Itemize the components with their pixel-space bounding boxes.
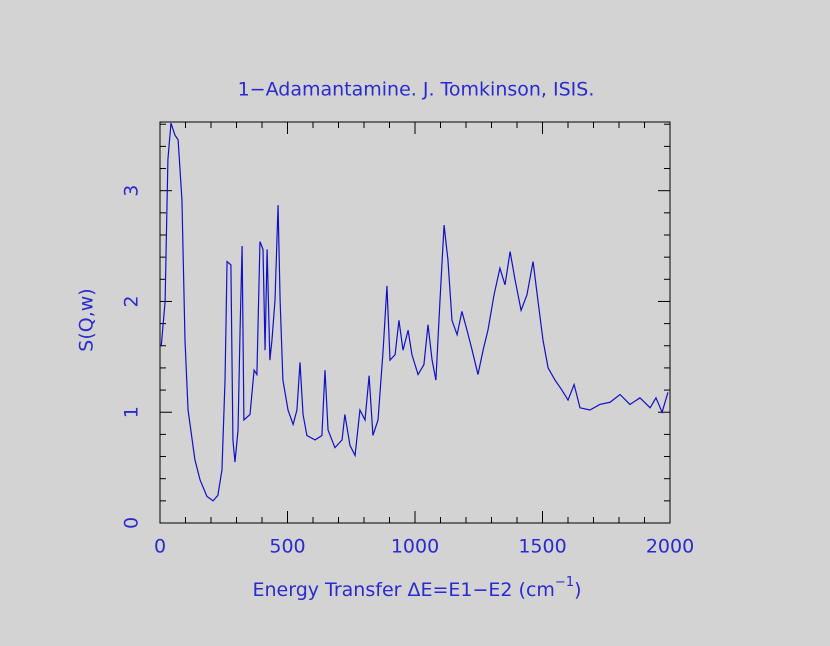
- data-line: [160, 122, 669, 502]
- y-tick-label: 2: [121, 295, 143, 307]
- x-label-end: ): [574, 579, 581, 601]
- x-tick-label: 500: [269, 536, 305, 558]
- x-tick-label: 1000: [391, 536, 439, 558]
- x-tick-label: 1500: [518, 536, 566, 558]
- x-tick-label: 2000: [646, 536, 694, 558]
- y-axis-label: S(Q,w): [76, 288, 98, 351]
- y-tick-label: 1: [121, 406, 143, 418]
- x-label-text: Energy Transfer ΔE=E1−E2 (cm: [252, 579, 554, 601]
- chart-title: 1−Adamantamine. J. Tomkinson, ISIS.: [238, 79, 595, 101]
- x-axis-label: Energy Transfer ΔE=E1−E2 (cm−1): [252, 575, 581, 601]
- y-tick-label: 0: [121, 517, 143, 529]
- x-label-sup: −1: [555, 575, 574, 590]
- y-tick-label: 3: [121, 185, 143, 197]
- x-tick-label: 0: [154, 536, 166, 558]
